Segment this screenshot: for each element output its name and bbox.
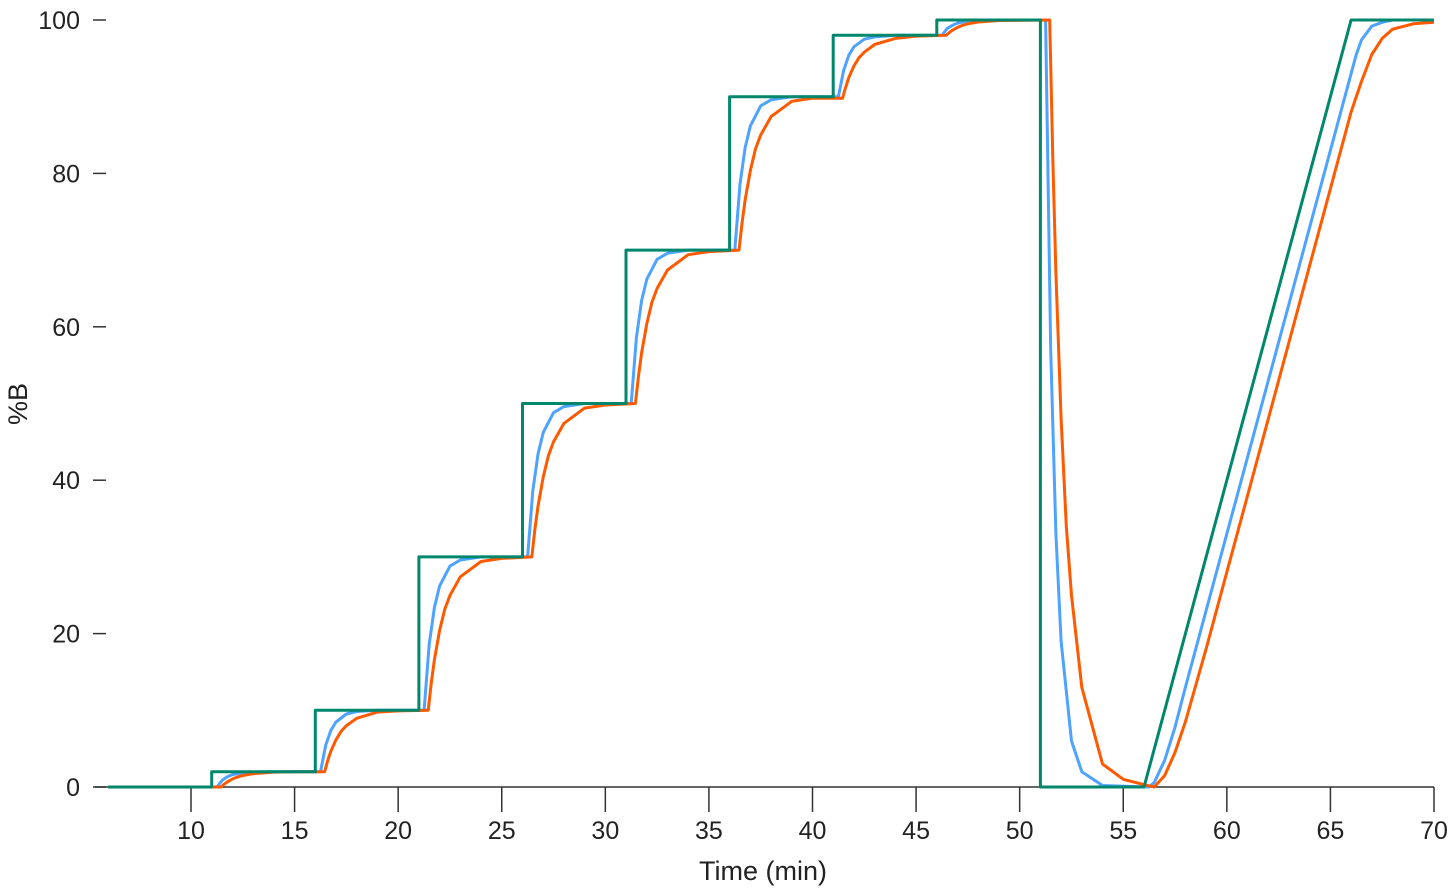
x-tick-label: 50: [1006, 817, 1034, 845]
y-tick-label: 40: [52, 467, 80, 495]
x-tick-label: 15: [281, 817, 309, 845]
series-line-0: [108, 18, 1434, 789]
x-tick-label: 70: [1420, 817, 1448, 845]
x-tick-label: 10: [177, 817, 205, 845]
series-line-2: [108, 18, 1435, 789]
y-axis: 0 20 40 60 80 100: [38, 7, 106, 802]
x-tick-label: 20: [384, 817, 412, 845]
x-tick-label: 40: [799, 817, 827, 845]
x-tick-label: 30: [591, 817, 619, 845]
series-line-1: [108, 18, 1434, 789]
y-tick-label: 20: [52, 621, 80, 649]
y-tick-label: 60: [52, 314, 80, 342]
x-axis: 10 15 20 25 30 35 40 45 50 55 60 65 70: [95, 786, 1448, 845]
x-tick-label: 45: [902, 817, 930, 845]
x-tick-label: 65: [1317, 817, 1345, 845]
series-lines: [108, 18, 1435, 789]
x-tick-label: 60: [1213, 817, 1241, 845]
y-tick-label: 80: [52, 160, 80, 188]
y-axis-label: %B: [3, 383, 33, 425]
y-tick-label: 100: [38, 7, 80, 35]
x-tick-label: 35: [695, 817, 723, 845]
x-tick-label: 55: [1109, 817, 1137, 845]
x-tick-label: 25: [488, 817, 516, 845]
x-axis-label: Time (min): [699, 856, 827, 886]
y-tick-label: 0: [66, 774, 80, 802]
